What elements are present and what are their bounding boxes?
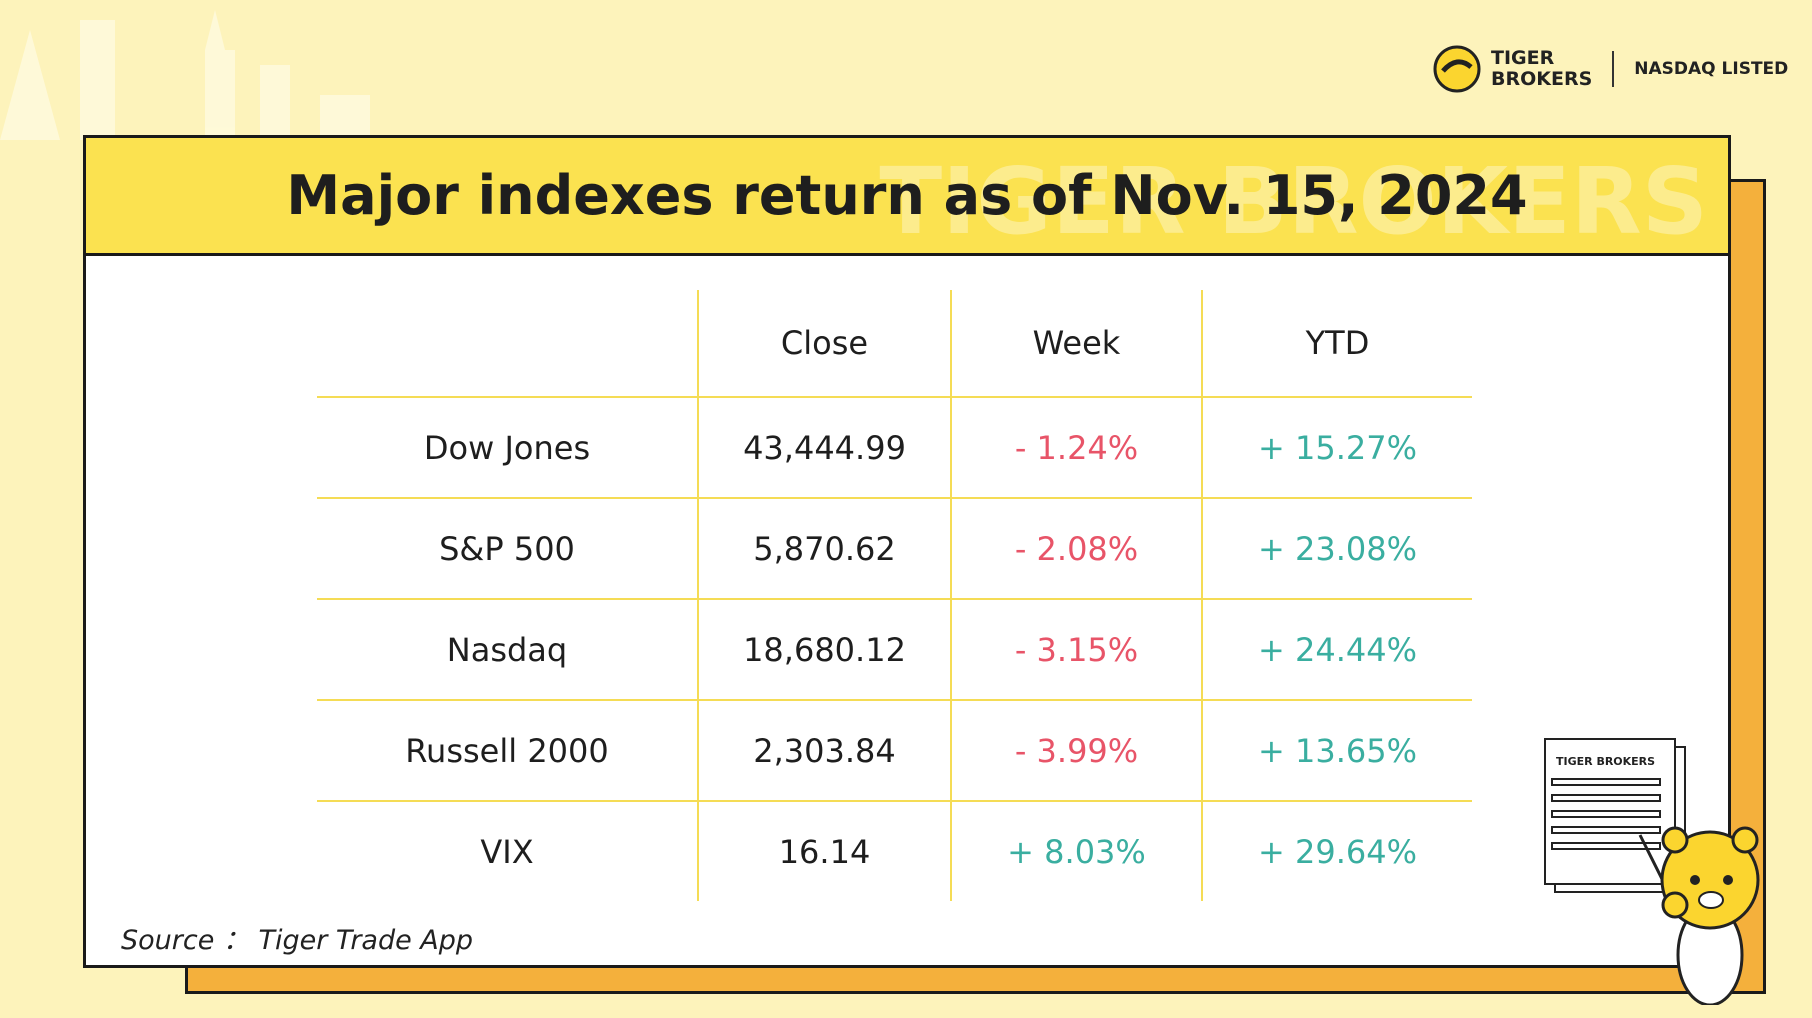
- table-cell: - 3.15%: [950, 598, 1202, 700]
- card: TIGER BROKERS Major indexes return as of…: [83, 135, 1731, 968]
- column-header: Close: [697, 290, 951, 397]
- table-cell: - 2.08%: [950, 497, 1202, 599]
- logo-text: TIGER BROKERS: [1491, 48, 1592, 90]
- table-cell: + 8.03%: [950, 800, 1202, 901]
- title: Major indexes return as of Nov. 15, 2024: [286, 164, 1528, 227]
- table-row: S&P 500 5,870.62- 2.08% + 23.08%: [317, 497, 1472, 599]
- table-cell: + 15.27%: [1201, 396, 1472, 498]
- index-name: Nasdaq: [317, 598, 698, 700]
- table-cell: + 29.64%: [1201, 800, 1472, 901]
- table-cell: 16.14: [697, 800, 951, 901]
- separator: [1612, 51, 1615, 87]
- table-cell: - 3.99%: [950, 699, 1202, 801]
- index-name: S&P 500: [317, 497, 698, 599]
- table-cell: + 24.44%: [1201, 598, 1472, 700]
- table-cell: - 1.24%: [950, 396, 1202, 498]
- index-name: Dow Jones: [317, 396, 698, 498]
- logo-bottom: BROKERS: [1491, 68, 1593, 90]
- logo-top: TIGER: [1491, 47, 1555, 69]
- column-header: Week: [950, 290, 1202, 397]
- corner-cell: [317, 290, 698, 397]
- watermark: TIGER BROKERS: [879, 148, 1708, 255]
- table-row: VIX 16.14 + 8.03% + 29.64%: [317, 800, 1472, 901]
- mascot: TIGER BROKERS: [1544, 738, 1760, 1005]
- title-bar: TIGER BROKERS Major indexes return as of…: [86, 138, 1728, 256]
- index-name: VIX: [317, 800, 698, 901]
- index-name: Russell 2000: [317, 699, 698, 801]
- logo-icon: [1433, 45, 1481, 93]
- column-header: YTD: [1201, 290, 1472, 397]
- table-row: Dow Jones 43,444.99- 1.24% + 15.27%: [317, 396, 1472, 498]
- table-cell: 18,680.12: [697, 598, 951, 700]
- skyline: [0, 10, 370, 140]
- logo: TIGER BROKERS NASDAQ LISTED: [1433, 44, 1788, 94]
- sign-text: TIGER BROKERS: [1556, 755, 1655, 768]
- table-cell: 43,444.99: [697, 396, 951, 498]
- index-table: Close Week YTD Dow Jones 43,444.99- 1.24% + …: [317, 290, 1472, 901]
- table-cell: + 13.65%: [1201, 699, 1472, 801]
- source: Source ： Tiger Trade App: [121, 925, 474, 956]
- table-cell: + 23.08%: [1201, 497, 1472, 599]
- table-row: Russell 2000 2,303.84- 3.99% + 13.65%: [317, 699, 1472, 801]
- table-cell: 2,303.84: [697, 699, 951, 801]
- table-cell: 5,870.62: [697, 497, 951, 599]
- listing: NASDAQ LISTED: [1634, 58, 1789, 79]
- header-row: Close Week YTD: [317, 290, 1472, 397]
- table-row: Nasdaq 18,680.12- 3.15% + 24.44%: [317, 598, 1472, 700]
